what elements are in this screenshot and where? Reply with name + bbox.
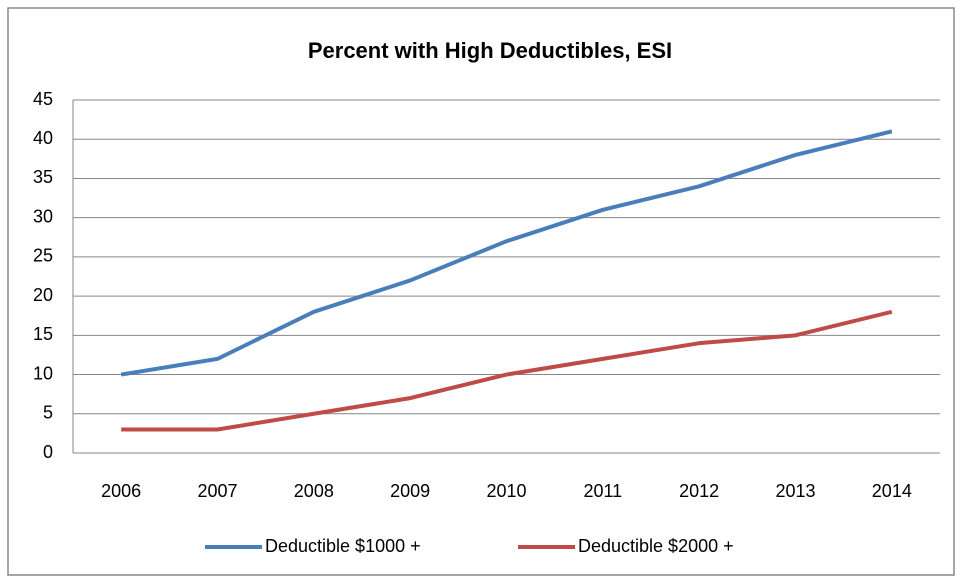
y-tick-label: 30 [33, 206, 53, 226]
y-tick-label: 35 [33, 167, 53, 187]
chart-title: Percent with High Deductibles, ESI [308, 38, 672, 63]
y-tick-label: 5 [43, 403, 53, 423]
y-tick-label: 10 [33, 363, 53, 383]
x-tick-label: 2008 [294, 481, 334, 501]
chart-border [7, 7, 955, 576]
x-tick-label: 2011 [583, 481, 622, 501]
legend-label: Deductible $1000 + [265, 536, 421, 556]
x-tick-label: 2007 [197, 481, 237, 501]
y-tick-label: 25 [33, 246, 53, 266]
y-tick-label: 0 [43, 442, 53, 462]
series-line [120, 129, 893, 377]
y-tick-label: 20 [33, 285, 53, 305]
series-line [121, 309, 893, 432]
y-tick-label: 15 [33, 324, 53, 344]
x-tick-label: 2006 [101, 481, 141, 501]
legend-label: Deductible $2000 + [578, 536, 734, 556]
x-tick-label: 2013 [775, 481, 815, 501]
y-tick-label: 45 [33, 89, 53, 109]
y-tick-label: 40 [33, 128, 53, 148]
x-tick-label: 2009 [390, 481, 430, 501]
x-tick-label: 2010 [486, 481, 526, 501]
x-tick-label: 2012 [679, 481, 719, 501]
x-tick-label: 2014 [872, 481, 912, 501]
